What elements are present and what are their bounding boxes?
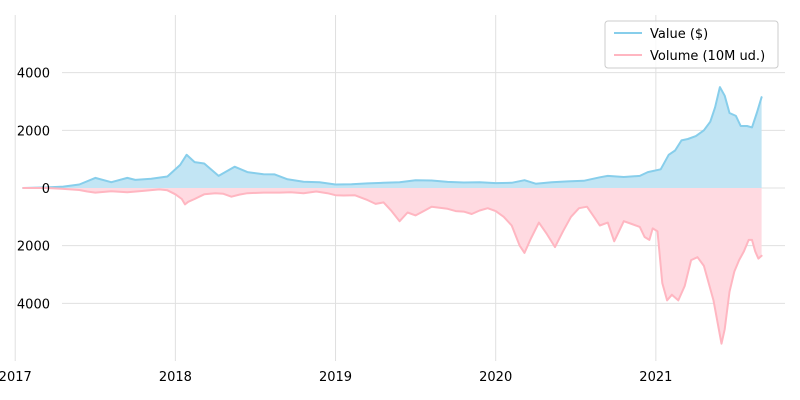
legend-frame (604, 20, 779, 69)
x-tick-label: 2018 (159, 370, 192, 385)
legend-label-value: Value ($) (650, 27, 708, 42)
x-tick-label: 2021 (639, 370, 672, 385)
series-line-0 (22, 86, 763, 189)
series-line-1 (22, 187, 763, 345)
series-area-0 (23, 87, 762, 188)
series-area-1 (23, 188, 762, 344)
x-tick-label: 2019 (319, 370, 352, 385)
legend: Value ($) Volume (10M ud.) (604, 20, 779, 69)
tick-labels: 2017 2018 2019 2020 2021 4000 2000 0 2000 4000 (0, 67, 672, 385)
y-tick-label: 0 (42, 182, 50, 197)
plot-area (22, 86, 763, 345)
x-tick-label: 2020 (479, 370, 512, 385)
legend-label-volume: Volume (10M ud.) (650, 49, 765, 64)
x-tick-label: 2017 (0, 370, 32, 385)
y-tick-label: 4000 (17, 67, 50, 82)
y-tick-label: 2000 (17, 240, 50, 255)
y-tick-label: 2000 (17, 124, 50, 139)
y-tick-label: 4000 (17, 297, 50, 312)
